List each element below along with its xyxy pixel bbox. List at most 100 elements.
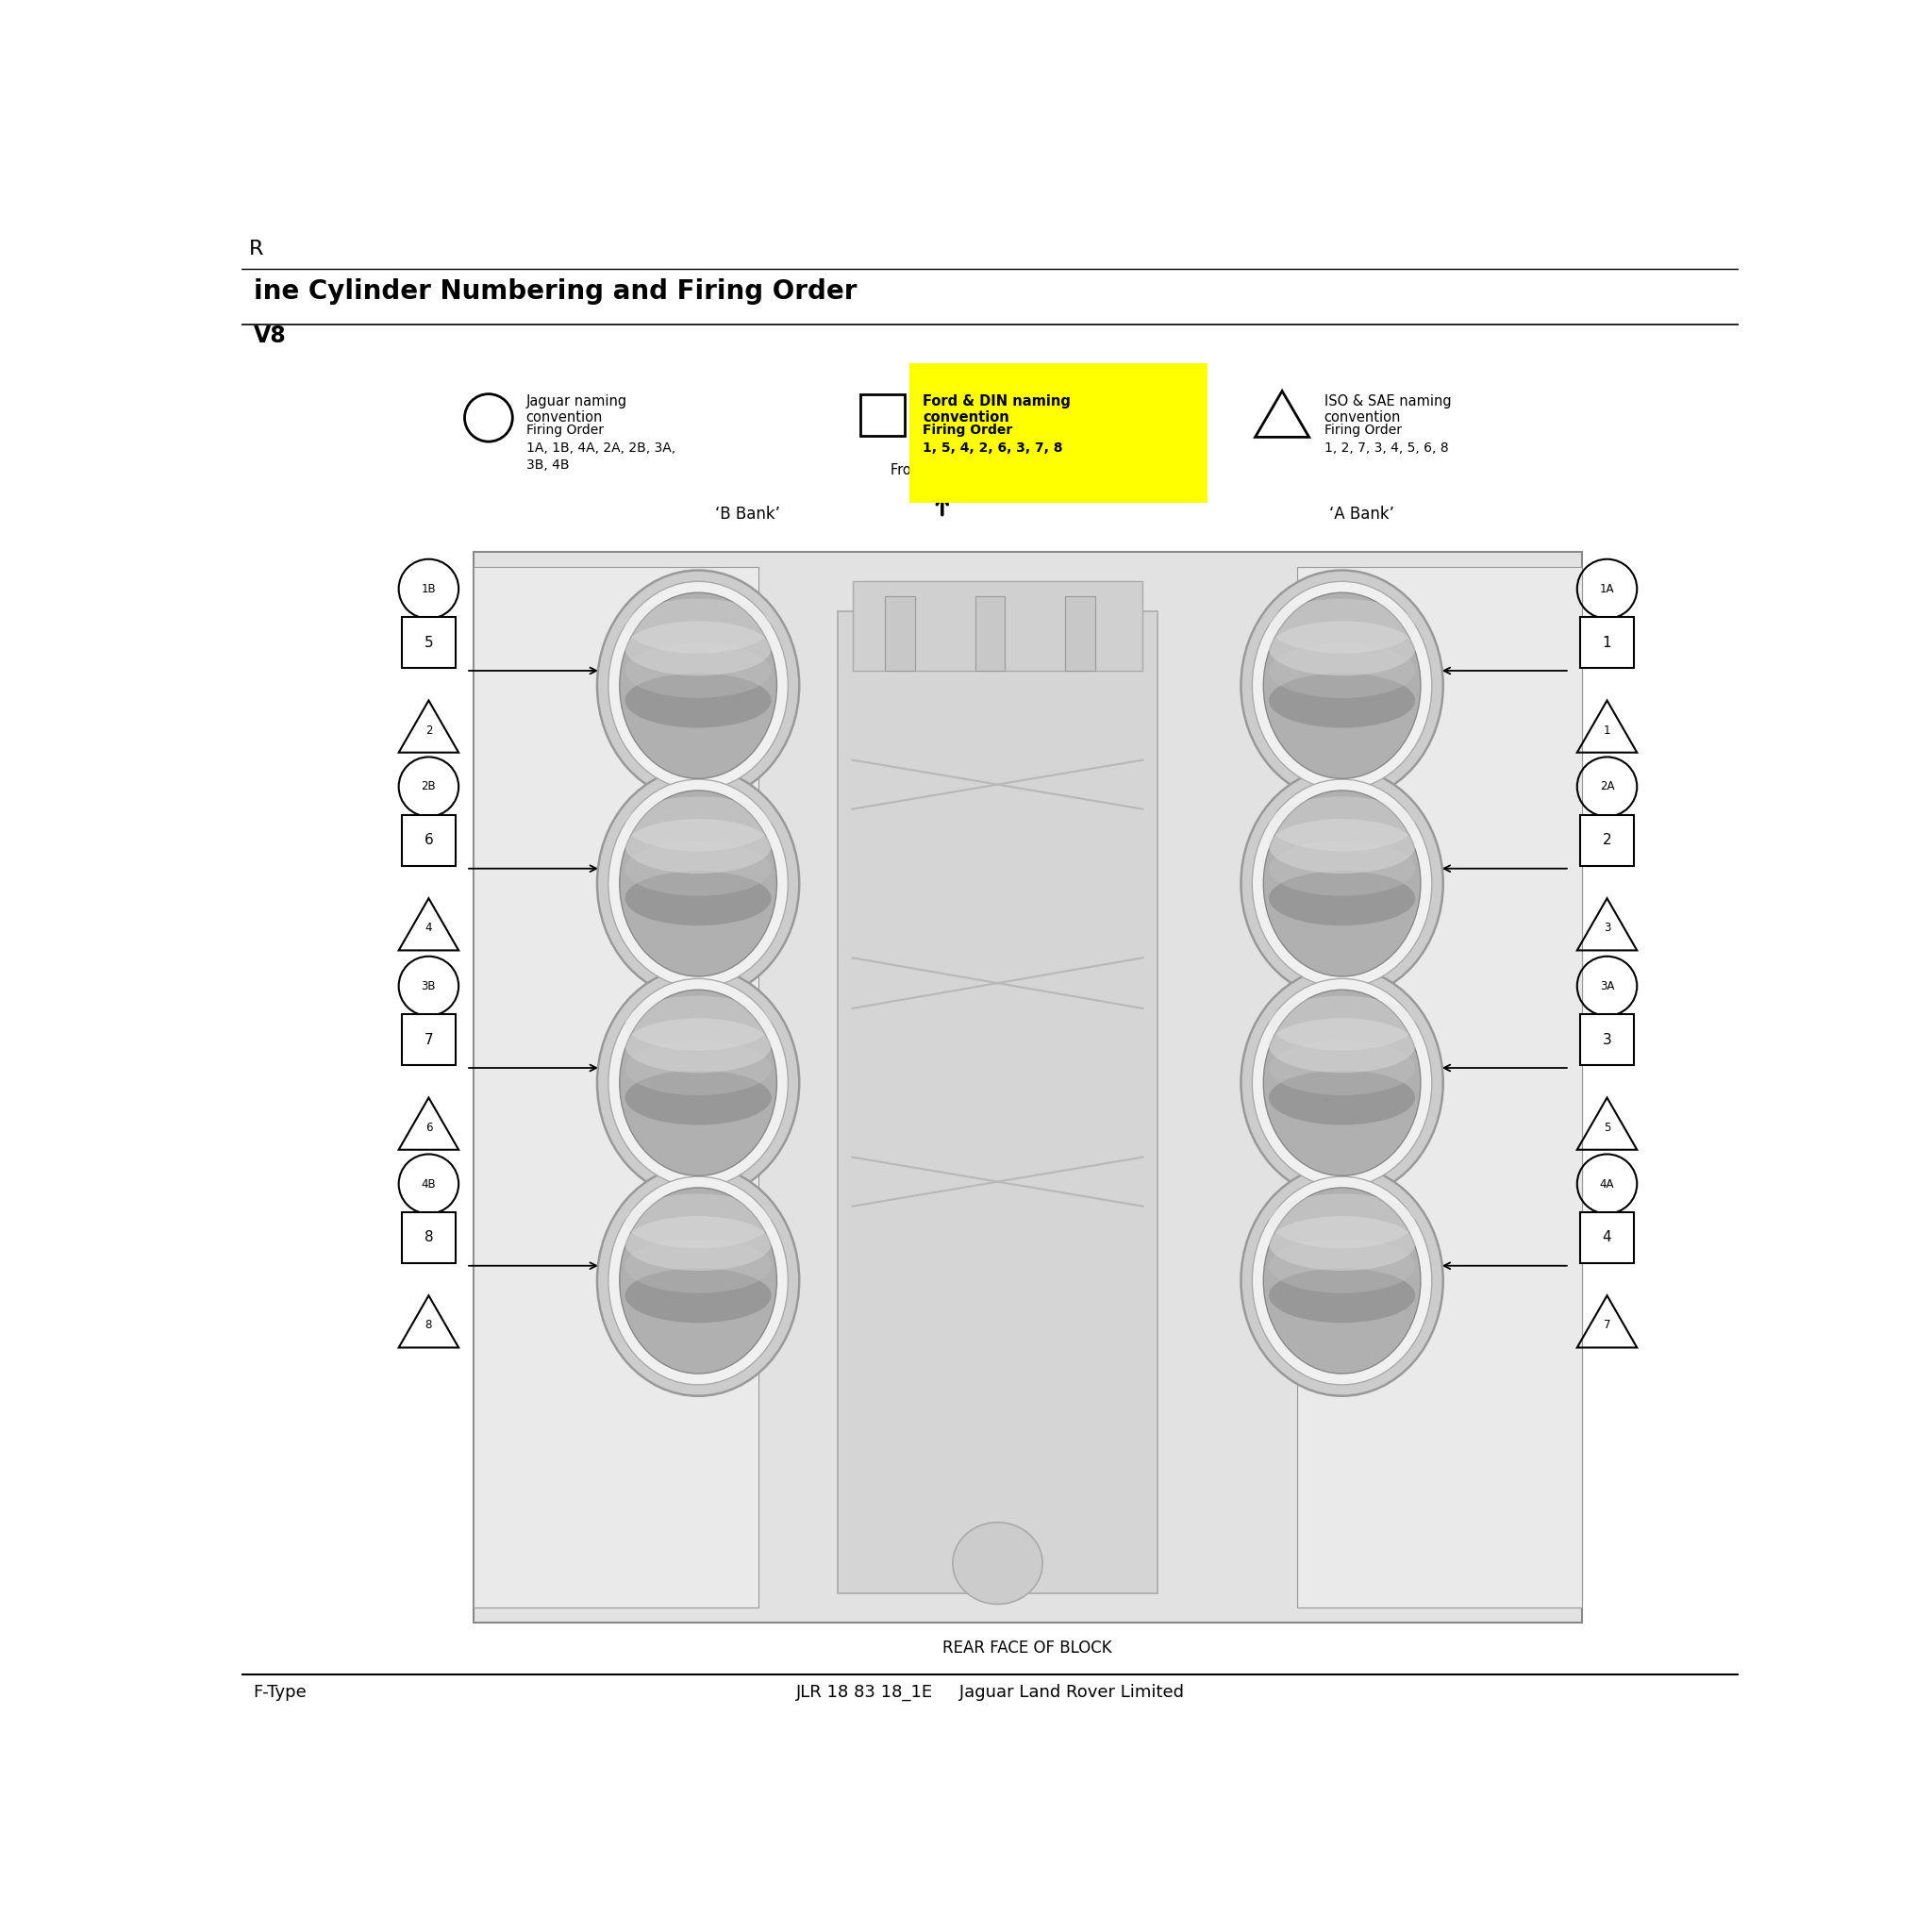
FancyBboxPatch shape: [402, 1014, 456, 1065]
Ellipse shape: [1269, 1194, 1416, 1248]
Text: 3B: 3B: [421, 980, 437, 993]
Text: 7: 7: [1604, 1320, 1611, 1331]
FancyBboxPatch shape: [1580, 616, 1634, 668]
Ellipse shape: [1269, 871, 1416, 925]
Text: Firing Order
1A, 1B, 4A, 2A, 2B, 3A,
3B, 4B: Firing Order 1A, 1B, 4A, 2A, 2B, 3A, 3B,…: [526, 423, 674, 471]
FancyBboxPatch shape: [852, 582, 1144, 670]
Text: 2B: 2B: [421, 781, 437, 792]
Text: 8: 8: [425, 1320, 433, 1331]
Text: R: R: [249, 240, 263, 259]
Text: 5: 5: [1604, 1121, 1611, 1134]
Text: 8: 8: [425, 1231, 433, 1244]
Ellipse shape: [620, 1188, 777, 1374]
Ellipse shape: [1269, 1041, 1416, 1095]
Ellipse shape: [1252, 582, 1432, 790]
Ellipse shape: [624, 871, 771, 925]
Text: ine Cylinder Numbering and Firing Order: ine Cylinder Numbering and Firing Order: [253, 278, 856, 305]
Ellipse shape: [1269, 1267, 1416, 1323]
Ellipse shape: [1252, 1177, 1432, 1385]
Ellipse shape: [952, 1522, 1043, 1604]
Ellipse shape: [624, 796, 771, 852]
Text: 2: 2: [425, 724, 433, 736]
Ellipse shape: [609, 1177, 788, 1385]
Ellipse shape: [1240, 968, 1443, 1198]
Ellipse shape: [597, 769, 800, 999]
Text: 1A: 1A: [1600, 583, 1615, 595]
Text: 3A: 3A: [1600, 980, 1615, 993]
FancyBboxPatch shape: [473, 553, 1582, 1623]
Ellipse shape: [620, 989, 777, 1177]
Ellipse shape: [620, 593, 777, 779]
Ellipse shape: [1269, 1018, 1416, 1072]
Ellipse shape: [624, 1267, 771, 1323]
Text: REAR FACE OF BLOCK: REAR FACE OF BLOCK: [943, 1640, 1113, 1656]
Ellipse shape: [624, 1070, 771, 1124]
Ellipse shape: [1264, 989, 1420, 1177]
Text: 4A: 4A: [1600, 1179, 1615, 1190]
Text: ‘B Bank’: ‘B Bank’: [715, 506, 781, 524]
Text: 3: 3: [1602, 1032, 1611, 1047]
Ellipse shape: [624, 599, 771, 653]
Ellipse shape: [624, 1238, 771, 1293]
Ellipse shape: [624, 1018, 771, 1072]
FancyBboxPatch shape: [976, 597, 1005, 670]
Text: 4: 4: [425, 922, 433, 935]
Ellipse shape: [1240, 1165, 1443, 1397]
Text: Front of Engine: Front of Engine: [891, 464, 995, 477]
Ellipse shape: [1240, 769, 1443, 999]
Ellipse shape: [1269, 1070, 1416, 1124]
Ellipse shape: [609, 980, 788, 1186]
Text: 1: 1: [1604, 724, 1611, 736]
Ellipse shape: [624, 620, 771, 676]
FancyBboxPatch shape: [1580, 1014, 1634, 1065]
Ellipse shape: [624, 819, 771, 873]
Text: 4B: 4B: [421, 1179, 437, 1190]
Ellipse shape: [1264, 1188, 1420, 1374]
FancyBboxPatch shape: [885, 597, 916, 670]
Ellipse shape: [1252, 980, 1432, 1186]
Text: 2: 2: [1602, 833, 1611, 848]
Ellipse shape: [1264, 593, 1420, 779]
Text: 6: 6: [423, 833, 433, 848]
Text: 6: 6: [425, 1121, 433, 1134]
Text: F-Type: F-Type: [253, 1685, 307, 1702]
Ellipse shape: [597, 968, 800, 1198]
Ellipse shape: [624, 643, 771, 697]
FancyBboxPatch shape: [1065, 597, 1095, 670]
FancyBboxPatch shape: [402, 815, 456, 866]
Ellipse shape: [1240, 570, 1443, 802]
Ellipse shape: [1269, 1238, 1416, 1293]
FancyBboxPatch shape: [860, 394, 904, 435]
FancyBboxPatch shape: [402, 1211, 456, 1264]
Ellipse shape: [624, 1215, 771, 1271]
Ellipse shape: [1269, 819, 1416, 873]
Text: 7: 7: [425, 1032, 433, 1047]
Ellipse shape: [609, 779, 788, 987]
Ellipse shape: [1269, 643, 1416, 697]
Text: Firing Order
1, 5, 4, 2, 6, 3, 7, 8: Firing Order 1, 5, 4, 2, 6, 3, 7, 8: [923, 423, 1063, 454]
Text: ‘A Bank’: ‘A Bank’: [1329, 506, 1395, 524]
Ellipse shape: [620, 790, 777, 976]
Ellipse shape: [1269, 796, 1416, 852]
FancyBboxPatch shape: [473, 566, 757, 1607]
FancyBboxPatch shape: [402, 616, 456, 668]
Ellipse shape: [1269, 672, 1416, 728]
Text: 5: 5: [425, 636, 433, 649]
Ellipse shape: [1269, 995, 1416, 1051]
Ellipse shape: [624, 840, 771, 896]
Ellipse shape: [1269, 840, 1416, 896]
FancyBboxPatch shape: [837, 611, 1157, 1594]
FancyBboxPatch shape: [1580, 815, 1634, 866]
Text: 1B: 1B: [421, 583, 437, 595]
Ellipse shape: [1269, 620, 1416, 676]
Text: 1: 1: [1602, 636, 1611, 649]
Text: 2A: 2A: [1600, 781, 1615, 792]
Text: JLR 18 83 18_1E     Jaguar Land Rover Limited: JLR 18 83 18_1E Jaguar Land Rover Limite…: [796, 1685, 1184, 1702]
Ellipse shape: [597, 570, 800, 802]
Text: V8: V8: [253, 325, 286, 348]
Text: Firing Order
1, 2, 7, 3, 4, 5, 6, 8: Firing Order 1, 2, 7, 3, 4, 5, 6, 8: [1323, 423, 1449, 454]
Ellipse shape: [1269, 599, 1416, 653]
Text: Jaguar naming
convention: Jaguar naming convention: [526, 394, 628, 425]
FancyBboxPatch shape: [1296, 566, 1582, 1607]
FancyBboxPatch shape: [1580, 1211, 1634, 1264]
